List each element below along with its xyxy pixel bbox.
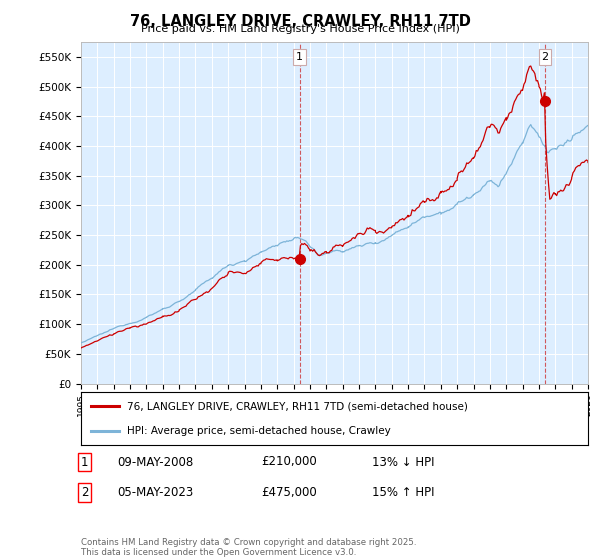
Text: 13% ↓ HPI: 13% ↓ HPI	[372, 455, 434, 469]
Text: Price paid vs. HM Land Registry's House Price Index (HPI): Price paid vs. HM Land Registry's House …	[140, 24, 460, 34]
Text: 1: 1	[296, 52, 303, 62]
Text: 76, LANGLEY DRIVE, CRAWLEY, RH11 7TD: 76, LANGLEY DRIVE, CRAWLEY, RH11 7TD	[130, 14, 470, 29]
Text: 2: 2	[81, 486, 89, 500]
Text: 2: 2	[541, 52, 548, 62]
Text: 1: 1	[81, 455, 89, 469]
Text: HPI: Average price, semi-detached house, Crawley: HPI: Average price, semi-detached house,…	[127, 426, 391, 436]
Text: 09-MAY-2008: 09-MAY-2008	[117, 455, 193, 469]
Text: £210,000: £210,000	[261, 455, 317, 469]
Text: 76, LANGLEY DRIVE, CRAWLEY, RH11 7TD (semi-detached house): 76, LANGLEY DRIVE, CRAWLEY, RH11 7TD (se…	[127, 402, 467, 412]
Text: £475,000: £475,000	[261, 486, 317, 500]
Text: 05-MAY-2023: 05-MAY-2023	[117, 486, 193, 500]
Text: Contains HM Land Registry data © Crown copyright and database right 2025.
This d: Contains HM Land Registry data © Crown c…	[81, 538, 416, 557]
Text: 15% ↑ HPI: 15% ↑ HPI	[372, 486, 434, 500]
